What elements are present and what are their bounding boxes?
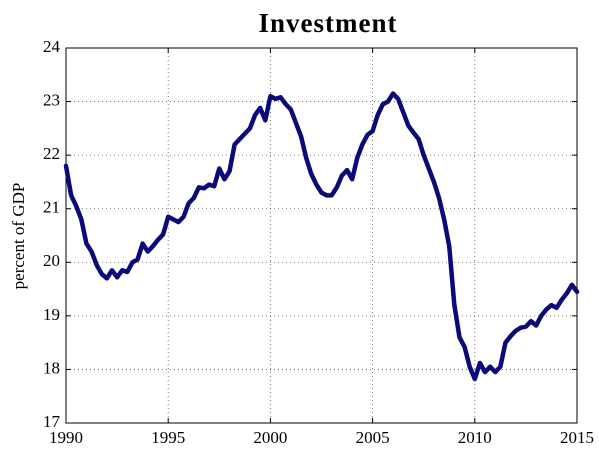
x-tick-label: 2005: [356, 428, 390, 447]
y-tick-label: 21: [43, 198, 60, 217]
y-tick-label: 18: [43, 358, 60, 377]
y-tick-label: 24: [43, 37, 61, 56]
x-tick-label: 2015: [560, 428, 594, 447]
x-tick-label: 2010: [458, 428, 492, 447]
y-tick-label: 17: [43, 412, 61, 431]
data-line: [63, 91, 580, 382]
plot-frame: [65, 47, 578, 424]
y-tick-label: 20: [43, 251, 60, 270]
x-tick-label: 2000: [253, 428, 287, 447]
y-tick-label: 23: [43, 90, 60, 109]
x-tick-label: 1990: [49, 428, 83, 447]
y-axis-label: percent of GDP: [9, 183, 28, 290]
y-tick-label: 22: [43, 144, 60, 163]
x-tick-label: 1995: [151, 428, 185, 447]
chart-title: Investment: [259, 8, 398, 38]
y-tick-label: 19: [43, 305, 60, 324]
